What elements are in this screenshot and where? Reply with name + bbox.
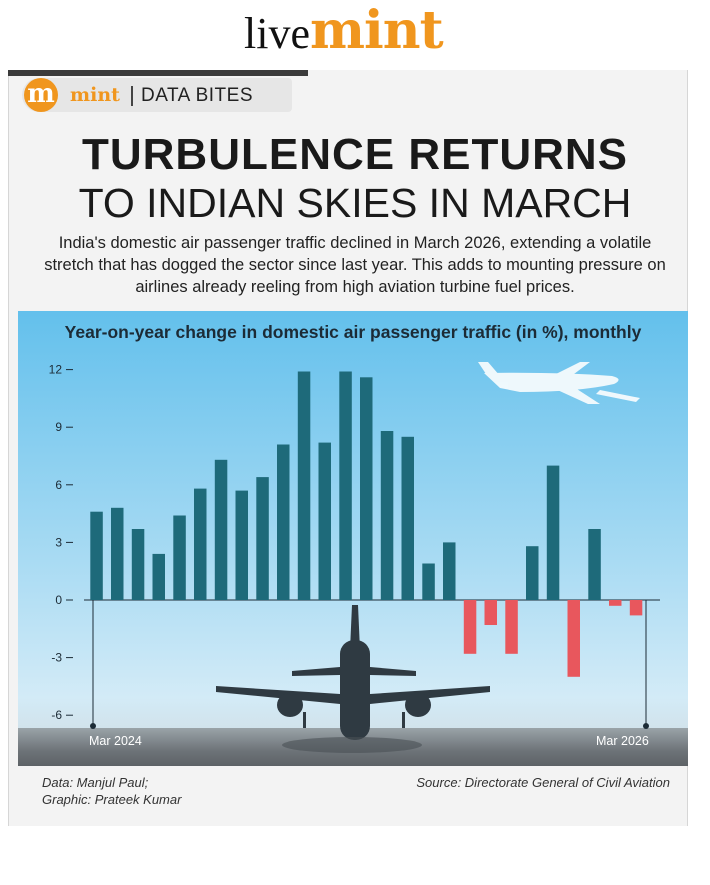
- y-tick-label: -6: [51, 708, 62, 722]
- bar-negative: [463, 600, 477, 654]
- credit-data: Data: Manjul Paul;: [42, 775, 149, 790]
- x-end-marker-dot: [643, 723, 649, 729]
- bar-positive: [256, 477, 269, 600]
- livemint-logo[interactable]: livemint: [244, 0, 444, 75]
- bar-positive: [277, 444, 290, 600]
- bar-positive: [443, 542, 456, 600]
- x-start-marker-dot: [90, 723, 96, 729]
- data-bites-badge: [22, 78, 292, 112]
- bar-positive: [422, 563, 435, 600]
- badge-brand: mint: [70, 84, 120, 106]
- x-end-label: Mar 2026: [596, 734, 649, 748]
- bar-positive: [131, 529, 145, 600]
- bar-negative: [505, 600, 518, 654]
- headline-line-1: TURBULENCE RETURNS: [82, 130, 628, 179]
- mint-logo-icon: m: [24, 78, 58, 112]
- y-tick-label: 3: [55, 535, 62, 549]
- bar-positive: [152, 553, 165, 600]
- bar-positive: [360, 377, 373, 600]
- bar-positive: [526, 546, 539, 600]
- bar-positive: [90, 511, 103, 600]
- bar-positive: [111, 507, 124, 600]
- y-tick-label: 6: [55, 478, 62, 492]
- bar-negative: [609, 600, 622, 606]
- bar-positive: [588, 529, 601, 600]
- parked-airplane-icon: [216, 605, 490, 740]
- headline-line-2: TO INDIAN SKIES IN MARCH: [78, 180, 632, 226]
- bar-negative: [629, 600, 643, 616]
- top-strip: [8, 70, 308, 76]
- x-start-label: Mar 2024: [89, 734, 142, 748]
- bar-positive: [380, 431, 394, 600]
- bar-positive: [297, 371, 311, 600]
- badge-label: DATA BITES: [141, 85, 253, 106]
- logo-live-text: live: [244, 9, 310, 58]
- logo-mint-text: mint: [309, 0, 444, 61]
- bar-positive: [173, 515, 186, 600]
- credit-graphic: Graphic: Prateek Kumar: [42, 792, 182, 807]
- bar-positive: [339, 371, 352, 600]
- airplane-reflection: [282, 737, 422, 753]
- bar-positive: [214, 459, 228, 600]
- badge-divider: [131, 86, 133, 106]
- bar-positive: [401, 436, 414, 600]
- bar-negative: [567, 600, 580, 677]
- bar-positive: [235, 490, 248, 600]
- bar-positive: [546, 465, 560, 600]
- bar-positive: [318, 442, 331, 600]
- bar-positive: [194, 488, 207, 600]
- flying-airplane-icon: [478, 362, 640, 404]
- chart-title: Year-on-year change in domestic air pass…: [64, 322, 642, 342]
- credit-source: Source: Directorate General of Civil Avi…: [416, 775, 670, 790]
- y-tick-label: -3: [51, 651, 62, 665]
- bar-negative: [484, 600, 497, 625]
- y-tick-label: 12: [49, 363, 63, 377]
- y-tick-label: 9: [55, 420, 62, 434]
- dek-text: India's domestic air passenger traffic d…: [44, 234, 666, 296]
- y-tick-label: 0: [55, 593, 62, 607]
- masthead: livemint: [0, 0, 710, 66]
